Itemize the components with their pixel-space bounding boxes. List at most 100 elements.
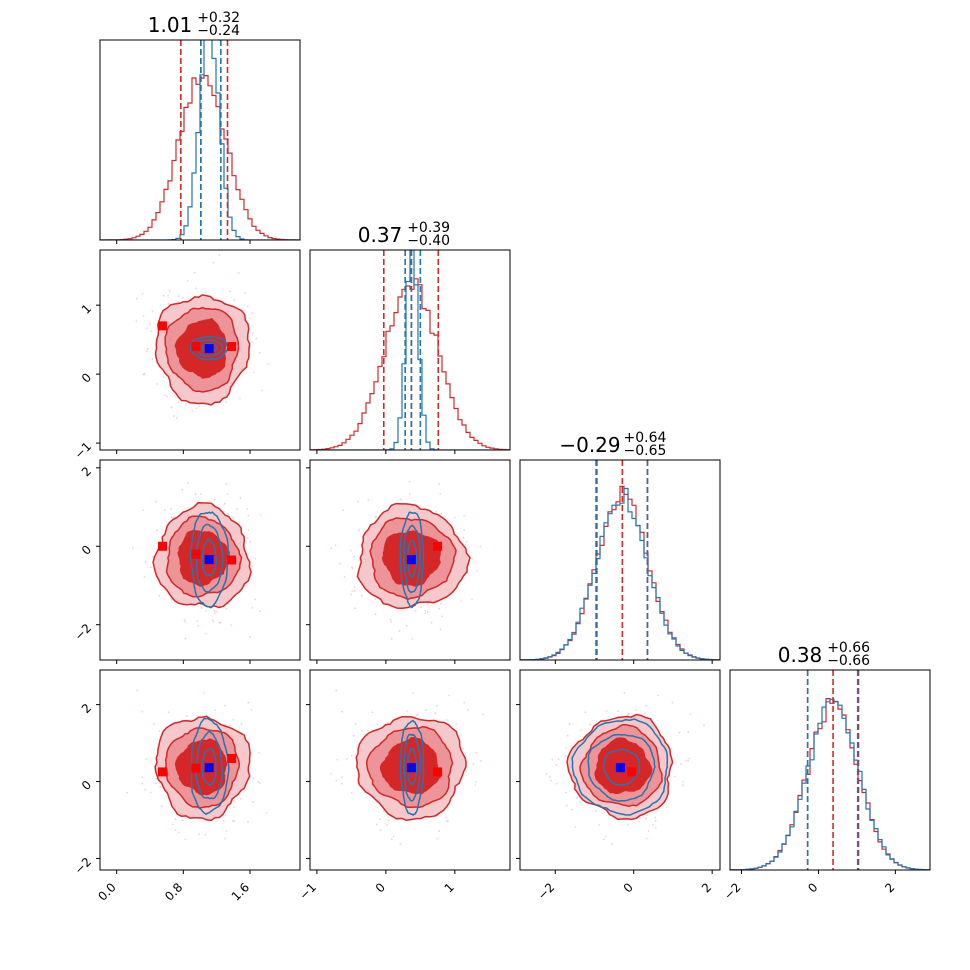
scatter-point <box>146 347 149 350</box>
scatter-point <box>703 724 705 727</box>
scatter-point <box>225 830 228 832</box>
panel-2-0 <box>99 459 301 661</box>
x-tick-label-1-1: 0 <box>373 880 388 895</box>
scatter-point <box>386 721 389 724</box>
scatter-point <box>170 516 173 519</box>
scatter-point <box>687 731 690 733</box>
scatter-point <box>440 602 442 605</box>
scatter-point <box>142 509 145 512</box>
scatter-point <box>555 764 558 766</box>
scatter-point <box>399 843 402 846</box>
scatter-point <box>151 310 154 313</box>
y-tick-label-2-2: 2 <box>79 464 94 479</box>
scatter-point <box>155 500 158 503</box>
y-tick-label-3-2: 2 <box>79 701 94 716</box>
panel-frame-3-1 <box>309 669 511 871</box>
param-title-3: 0.38 <box>778 643 823 667</box>
scatter-point <box>135 297 138 300</box>
scatter-point <box>205 632 208 635</box>
scatter-point <box>232 516 234 519</box>
scatter-point <box>463 529 465 531</box>
scatter-point <box>566 734 569 737</box>
scatter-point <box>568 723 571 726</box>
scatter-point <box>475 751 478 754</box>
param-title-lower-3: −0.66 <box>827 653 870 669</box>
scatter-point <box>233 800 236 803</box>
blue-marker-3-0 <box>204 763 214 773</box>
scatter-point <box>143 576 146 578</box>
scatter-point <box>379 818 381 820</box>
panel-content-3-0 <box>126 689 268 841</box>
x-tick-label-3-1: 0 <box>805 880 820 895</box>
scatter-point <box>471 557 473 560</box>
scatter-point <box>574 825 577 828</box>
scatter-point <box>341 782 343 785</box>
panel-content-3-2 <box>545 692 705 846</box>
scatter-point <box>131 547 134 550</box>
scatter-point <box>414 610 417 612</box>
scatter-point <box>341 776 343 779</box>
contour-blue-3-0-0 <box>201 748 217 786</box>
scatter-point <box>382 810 385 812</box>
param-title-2: −0.29 <box>559 433 620 457</box>
scatter-point <box>258 782 261 784</box>
scatter-point <box>375 516 377 519</box>
scatter-point <box>438 483 440 485</box>
scatter-point <box>379 829 382 832</box>
scatter-point <box>645 837 648 840</box>
param-title-upper-2: +0.64 <box>624 430 667 446</box>
scatter-point <box>198 833 200 836</box>
scatter-point <box>174 829 177 832</box>
scatter-point <box>474 784 477 787</box>
scatter-point <box>687 760 689 762</box>
scatter-point <box>682 781 685 783</box>
param-title-upper-0: +0.32 <box>197 10 240 26</box>
panel-frame-2-1 <box>309 459 511 661</box>
x-tick-label-3-0: −2 <box>721 880 743 902</box>
scatter-point <box>549 775 551 778</box>
scatter-point <box>141 710 144 713</box>
scatter-point <box>463 701 466 704</box>
red-marker-2-0-2 <box>191 549 201 559</box>
scatter-point <box>159 785 162 788</box>
scatter-point <box>135 320 138 323</box>
red-marker-3-0-2 <box>191 763 201 773</box>
scatter-point <box>183 618 186 621</box>
scatter-point <box>203 692 206 694</box>
scatter-point <box>346 758 348 760</box>
scatter-point <box>228 290 231 293</box>
scatter-point <box>222 819 225 822</box>
contour-red-1-0-2 <box>174 318 228 379</box>
scatter-point <box>330 547 332 550</box>
scatter-point <box>684 759 687 762</box>
scatter-point <box>460 600 462 603</box>
scatter-point <box>438 607 440 610</box>
scatter-point <box>181 819 184 821</box>
scatter-point <box>187 482 190 484</box>
scatter-point <box>374 613 377 615</box>
histogram-blue-1 <box>310 250 510 450</box>
scatter-point <box>341 710 343 713</box>
scatter-point <box>445 816 447 819</box>
scatter-point <box>233 806 235 808</box>
scatter-point <box>392 835 395 838</box>
scatter-point <box>425 709 427 711</box>
scatter-point <box>405 625 408 627</box>
scatter-point <box>246 508 249 510</box>
contour-blue-3-2-2 <box>571 718 669 816</box>
panel-3-3 <box>729 669 931 871</box>
scatter-point <box>462 537 465 539</box>
panel-content-1-1 <box>310 250 510 450</box>
contour-blue-2-1-1 <box>403 524 422 594</box>
scatter-point <box>219 621 221 624</box>
histogram-blue-3 <box>730 698 930 870</box>
scatter-point <box>211 619 214 622</box>
scatter-point <box>177 301 180 303</box>
x-tick-label-2-1: 0 <box>621 880 636 895</box>
scatter-point <box>438 830 440 832</box>
scatter-point <box>472 763 475 765</box>
scatter-point <box>225 401 228 403</box>
scatter-point <box>149 791 152 794</box>
scatter-point <box>162 294 165 297</box>
